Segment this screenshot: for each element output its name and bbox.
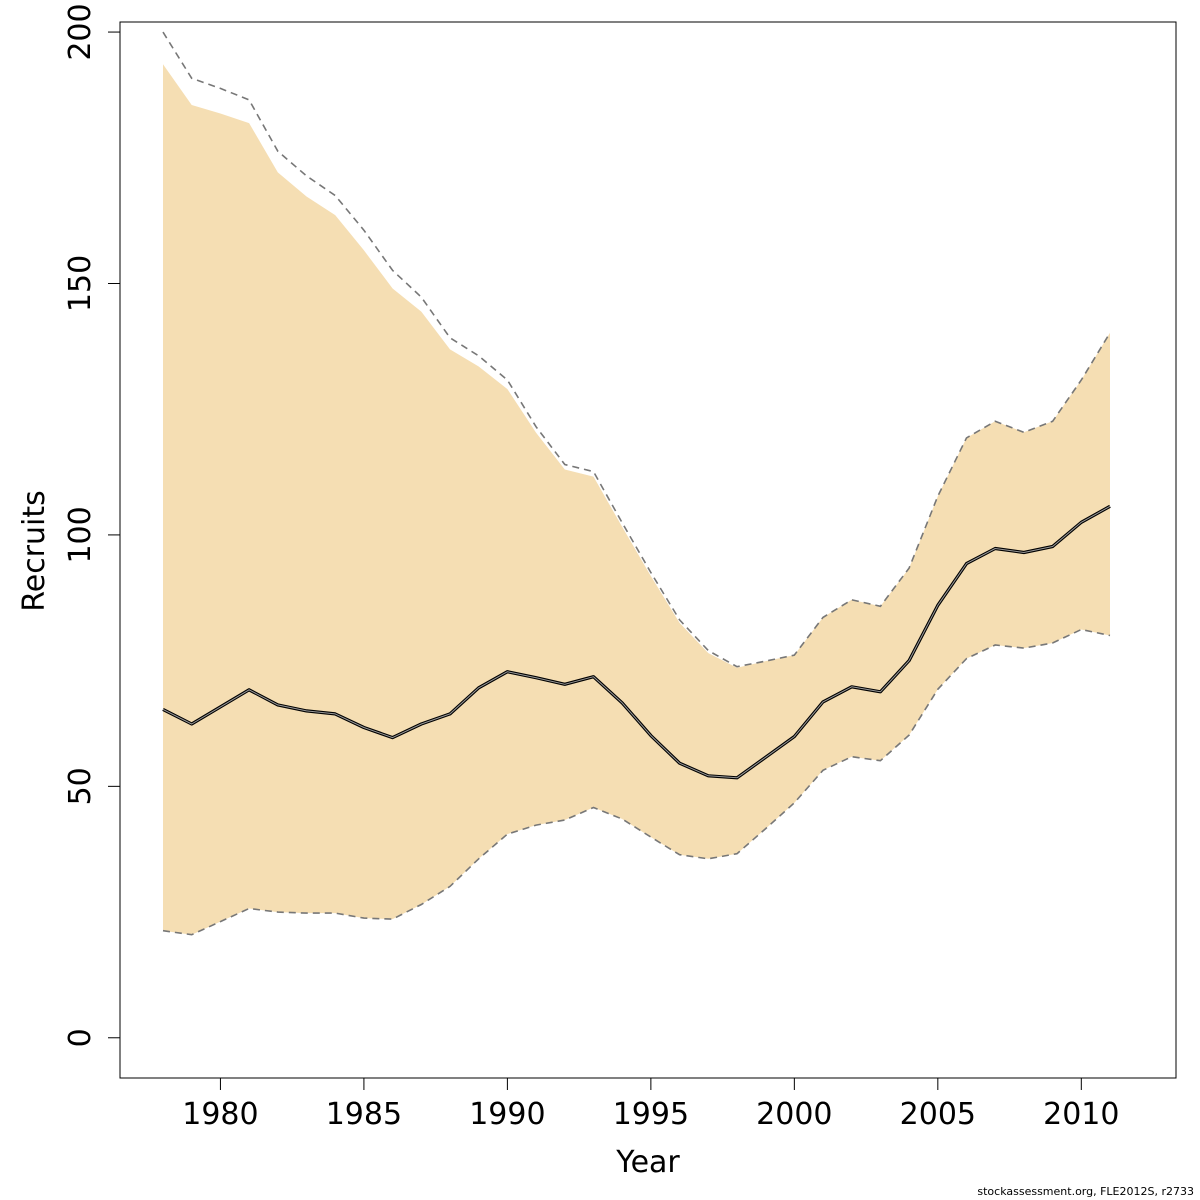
y-tick-label-150: 150 bbox=[63, 255, 98, 312]
y-tick-label-0: 0 bbox=[63, 1028, 98, 1047]
y-tick-label-100: 100 bbox=[63, 506, 98, 563]
bound-lines-layer bbox=[162, 31, 1111, 936]
y-axis: 0 50 100 150 200 bbox=[63, 3, 121, 1047]
x-tick-label-1990: 1990 bbox=[469, 1097, 545, 1132]
estimate-line-layer bbox=[162, 504, 1111, 780]
x-axis-label: Year bbox=[615, 1145, 680, 1180]
y-axis-label: Recruits bbox=[17, 490, 52, 612]
x-tick-label-1985: 1985 bbox=[326, 1097, 402, 1132]
x-tick-label-1995: 1995 bbox=[613, 1097, 689, 1132]
lower_bound-line bbox=[162, 628, 1111, 936]
confidence-band-layer bbox=[163, 64, 1110, 935]
x-axis: 1980 1985 1990 1995 2000 2005 2010 bbox=[182, 1077, 1119, 1132]
upper_bound-line bbox=[162, 31, 1111, 668]
x-tick-label-2005: 2005 bbox=[900, 1097, 976, 1132]
x-tick-label-1980: 1980 bbox=[182, 1097, 258, 1132]
estimate-line-inner bbox=[162, 505, 1111, 779]
confidence-band bbox=[163, 64, 1110, 935]
y-tick-label-50: 50 bbox=[63, 767, 98, 805]
y-tick-label-200: 200 bbox=[63, 3, 98, 60]
source-credit: stockassessment.org, FLE2012S, r2733 bbox=[977, 1185, 1194, 1198]
x-tick-label-2010: 2010 bbox=[1043, 1097, 1119, 1132]
x-tick-label-2000: 2000 bbox=[756, 1097, 832, 1132]
